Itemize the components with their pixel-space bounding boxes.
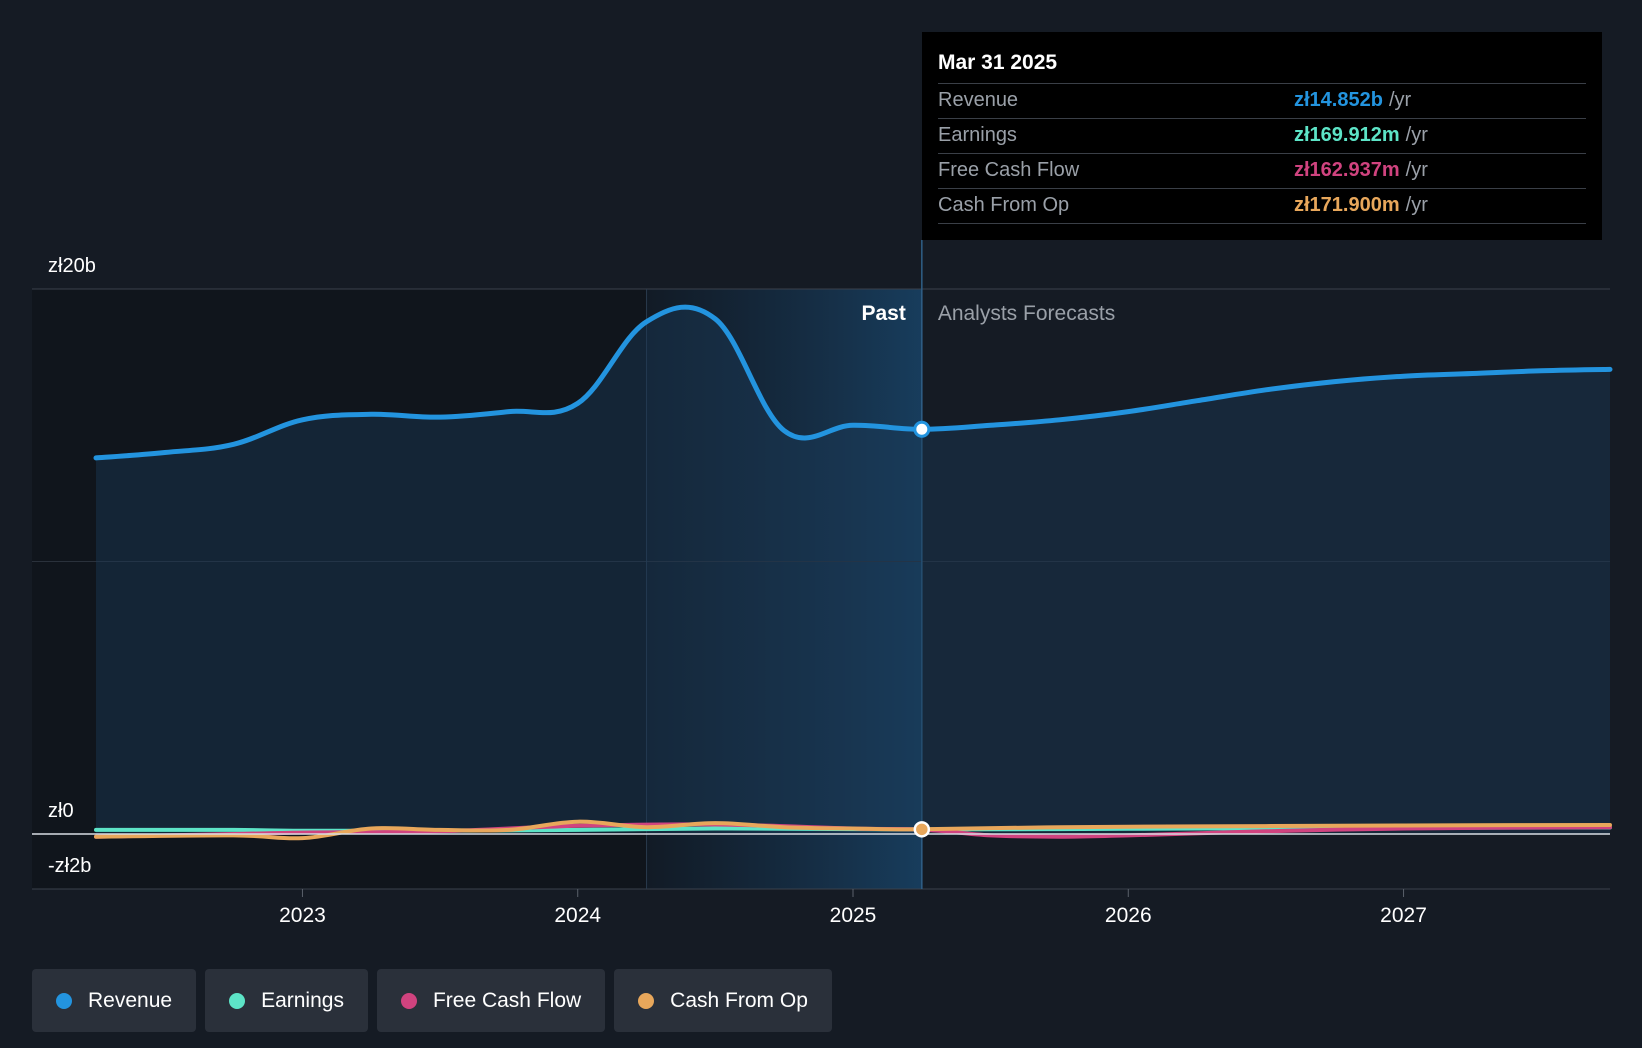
- revenue-area: [96, 307, 1610, 834]
- x-tick-label: 2023: [279, 904, 326, 927]
- forecast-label: Analysts Forecasts: [938, 302, 1115, 325]
- revenue-marker: [913, 420, 931, 438]
- highlight-region: [646, 289, 922, 889]
- cash-from-op-line: [94, 819, 1612, 841]
- y-tick-label: zł20b: [48, 255, 96, 277]
- series-lines: [32, 304, 1613, 841]
- tooltip-label: Earnings: [938, 124, 1017, 146]
- past-label: Past: [861, 302, 905, 325]
- legend-item-free-cash-flow[interactable]: Free Cash Flow: [376, 969, 606, 1032]
- legend-label: Revenue: [88, 988, 173, 1012]
- legend-label: Cash From Op: [670, 988, 808, 1012]
- revenue-line: [93, 304, 1613, 461]
- tooltip-row-earnings: Earnings zł169.912m /yr: [938, 119, 1586, 154]
- tooltip-label: Revenue: [938, 89, 1019, 111]
- axis-labels: zł20b zł0 -zł2b 2023 2024 2025 2026 2027 Past Ana…: [48, 255, 1427, 927]
- y-tick-label: zł0: [48, 800, 74, 822]
- tooltip-row-revenue: Revenue zł14.852b /yr: [938, 84, 1586, 119]
- legend-item-cash-from-op[interactable]: Cash From Op: [614, 969, 832, 1032]
- y-tick-label: -zł2b: [48, 855, 91, 877]
- tooltip-label: Free Cash Flow: [938, 159, 1080, 181]
- tooltip-unit: /yr: [1405, 159, 1428, 181]
- tooltip-value: zł171.900m: [1294, 194, 1400, 216]
- tooltip-value: zł14.852b: [1294, 89, 1383, 111]
- legend-dot-icon: [638, 992, 655, 1009]
- tooltip-value: zł162.937m: [1294, 159, 1400, 181]
- legend-item-earnings[interactable]: Earnings: [205, 969, 368, 1032]
- hover-markers: [913, 420, 931, 838]
- tooltip: Mar 31 2025 Revenue zł14.852b /yr Earnin…: [922, 32, 1602, 240]
- tooltip-row-cash-from-op: Cash From Op zł171.900m /yr: [938, 189, 1586, 224]
- legend-dot-icon: [400, 992, 417, 1009]
- tooltip-unit: /yr: [1405, 124, 1428, 146]
- x-tick-label: 2027: [1380, 904, 1427, 927]
- tooltip-unit: /yr: [1405, 194, 1428, 216]
- legend: Revenue Earnings Free Cash Flow Cash Fro…: [32, 969, 841, 1032]
- revenue-area: [96, 307, 1610, 834]
- tooltip-unit: /yr: [1388, 89, 1412, 111]
- legend-label: Free Cash Flow: [432, 988, 582, 1012]
- x-tick-label: 2024: [554, 904, 601, 927]
- x-tick-label: 2026: [1105, 904, 1152, 927]
- tooltip-date: Mar 31 2025: [938, 46, 1586, 84]
- tooltip-row-free-cash-flow: Free Cash Flow zł162.937m /yr: [938, 154, 1586, 189]
- x-tick-label: 2025: [830, 904, 877, 927]
- tooltip-label: Cash From Op: [938, 194, 1070, 216]
- tooltip-value: zł169.912m: [1294, 124, 1400, 146]
- legend-item-revenue[interactable]: Revenue: [32, 969, 197, 1032]
- legend-dot-icon: [56, 992, 72, 1009]
- legend-label: Earnings: [261, 988, 344, 1012]
- legend-dot-icon: [229, 992, 246, 1009]
- cash-from-op-marker: [913, 821, 931, 838]
- grid-lines: [32, 240, 1610, 897]
